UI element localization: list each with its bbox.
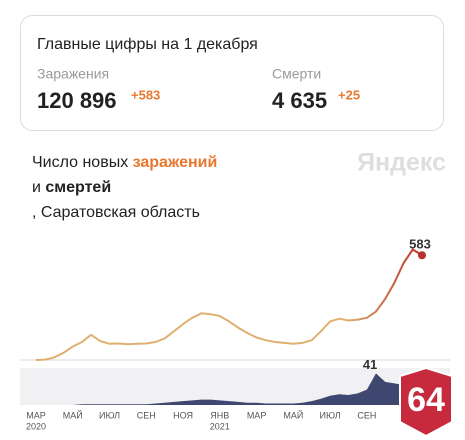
x-tick-label: ИЮЛ xyxy=(320,410,341,420)
title-bold: смертей xyxy=(45,179,111,196)
title-part: и xyxy=(32,179,45,196)
stat-label: Смерти xyxy=(272,66,321,82)
chart-title: Число новых заражений xyxy=(32,154,217,171)
region-badge: 64 xyxy=(399,366,453,438)
value-label: 41 xyxy=(363,357,377,372)
x-tick-sublabel: 2020 xyxy=(26,421,46,431)
summary-card xyxy=(20,15,444,131)
title-highlight: заражений xyxy=(133,154,218,171)
card-title: Главные цифры на 1 декабря xyxy=(37,36,258,53)
stat-delta: +583 xyxy=(131,87,160,102)
x-tick-label: МАР xyxy=(26,410,46,420)
x-tick-label: ИЮЛ xyxy=(99,410,120,420)
chart-title: и смертей xyxy=(32,179,111,196)
chart-subtitle: , Саратовская область xyxy=(32,204,200,221)
x-tick-label: МАЙ xyxy=(63,409,83,420)
value-label: 583 xyxy=(409,237,431,252)
x-tick-label: СЕН xyxy=(357,410,376,420)
logo: Яндекс xyxy=(357,149,446,177)
last-point xyxy=(418,251,426,260)
series-area xyxy=(36,373,422,405)
series-line xyxy=(35,248,423,361)
stat-value: 4 635 xyxy=(272,88,327,113)
x-tick-label: МАЙ xyxy=(283,409,303,420)
x-tick-label: СЕН xyxy=(137,410,156,420)
x-tick-label: ЯНВ xyxy=(210,410,229,420)
x-tick-label: МАР xyxy=(247,410,267,420)
badge-shape xyxy=(399,366,453,438)
x-tick-label: НОЯ xyxy=(173,410,193,420)
stat-label: Заражения xyxy=(37,66,109,82)
plot: 583 41 МАР МАЙ ИЮЛ СЕН НОЯ ЯНВ МАР МАЙ ИЮЛ СЕН 2020 2… xyxy=(20,237,450,431)
stat-value: 120 896 xyxy=(37,88,117,113)
x-tick-sublabel: 2021 xyxy=(210,421,230,431)
stat-delta: +25 xyxy=(338,87,360,102)
title-part: Число новых xyxy=(32,154,133,171)
badge-text: 64 xyxy=(407,381,445,419)
